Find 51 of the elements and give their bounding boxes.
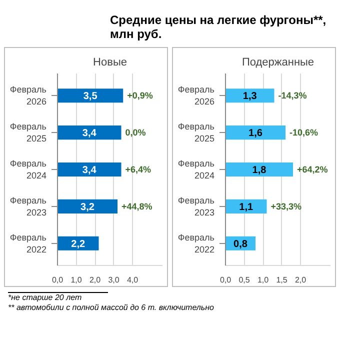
x-tick-label: 0,0 xyxy=(52,275,64,284)
chart-title: Новые xyxy=(93,56,127,68)
text: *не старше 20 лет ** автомобили с полной массой до 6 т. включительно xyxy=(8,292,214,314)
y-tick-label: Февраль 2023 xyxy=(10,195,47,218)
x-tick-label: 0,0 xyxy=(220,275,232,284)
annotation: -14,3% xyxy=(278,90,307,100)
bar xyxy=(58,88,124,102)
bar xyxy=(58,125,122,140)
y-tick-label: Февраль 2025 xyxy=(178,121,215,144)
data-label: 3,2 xyxy=(80,202,95,213)
y-tick-label: Февраль 2024 xyxy=(178,158,215,180)
annotation: +0,9% xyxy=(127,90,153,100)
bar xyxy=(226,88,274,102)
data-label: 3,4 xyxy=(82,128,97,139)
y-tick-label: Февраль 2026 xyxy=(10,84,47,106)
x-tick-label: 1,0 xyxy=(70,275,82,284)
annotation: 0,0% xyxy=(125,127,146,138)
y-tick-label: Февраль 2026 xyxy=(178,84,215,106)
y-tick-label: Февраль 2025 xyxy=(10,121,47,144)
data-label: 1,3 xyxy=(242,90,258,102)
x-tick-label: 3,0 xyxy=(108,275,120,284)
x-tick-label: 2,0 xyxy=(89,275,102,284)
y-tick-label: Февраль 2023 xyxy=(178,195,215,218)
x-tick-label: 0,5 xyxy=(238,275,250,284)
annotation: +44,8% xyxy=(122,201,152,212)
data-label: 3,4 xyxy=(82,164,97,176)
bar xyxy=(58,162,122,176)
annotation: +6,4% xyxy=(125,164,152,174)
text: Средние цены на легкие фургоны**, млн руб. xyxy=(110,13,326,42)
data-label: 1,1 xyxy=(239,202,254,213)
data-label: 1,6 xyxy=(248,128,263,139)
annotation: -10,6% xyxy=(290,127,318,138)
y-tick-label: Февраль 2024 xyxy=(10,158,47,180)
data-label: 3,5 xyxy=(83,90,98,102)
y-tick-label: Февраль 2022 xyxy=(178,232,215,254)
bar xyxy=(226,199,267,214)
data-label: 0,8 xyxy=(234,238,248,250)
bar xyxy=(226,125,286,140)
bar xyxy=(226,162,293,176)
data-label: 2,2 xyxy=(71,238,86,250)
annotation: +33,3% xyxy=(270,201,302,212)
bar xyxy=(58,236,99,250)
x-tick-label: 2,0 xyxy=(294,275,307,284)
x-tick-label: 1,0 xyxy=(257,275,270,284)
chart-title: Подержанные xyxy=(242,56,314,68)
annotation: +64,2% xyxy=(297,164,328,174)
y-tick-label: Февраль 2022 xyxy=(10,232,47,254)
x-tick-label: 1,5 xyxy=(276,275,288,284)
bar xyxy=(58,199,118,214)
data-label: 1,8 xyxy=(252,164,267,176)
x-tick-label: 4,0 xyxy=(126,275,139,284)
